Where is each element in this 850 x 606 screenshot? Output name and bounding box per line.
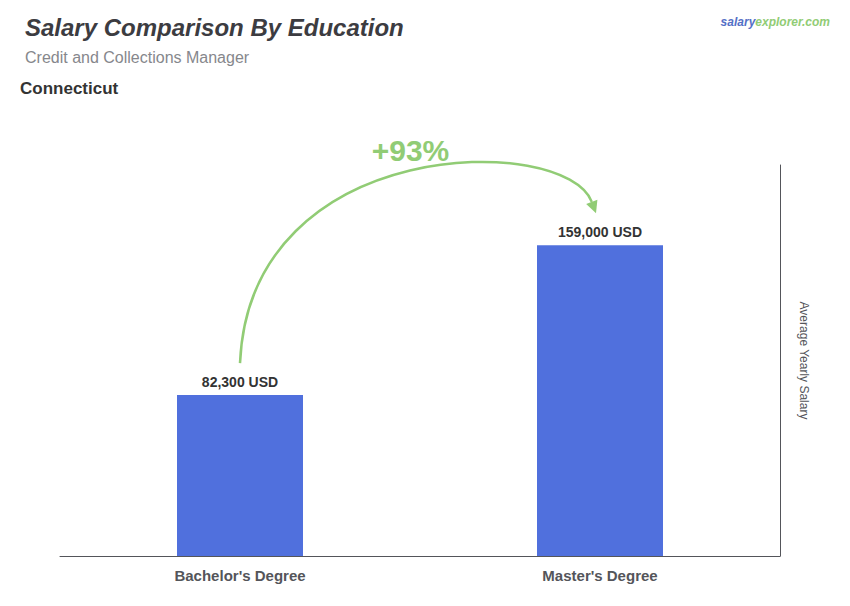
- svg-text:explorer.com: explorer.com: [755, 15, 830, 29]
- svg-text:+93%: +93%: [372, 134, 450, 167]
- svg-text:Master's Degree: Master's Degree: [542, 567, 657, 584]
- svg-text:salary: salary: [721, 15, 757, 29]
- svg-text:Bachelor's Degree: Bachelor's Degree: [174, 567, 305, 584]
- svg-text:Salary Comparison By Education: Salary Comparison By Education: [25, 14, 404, 41]
- svg-text:82,300 USD: 82,300 USD: [202, 374, 278, 390]
- svg-text:Connecticut: Connecticut: [20, 79, 119, 98]
- svg-text:Average Yearly Salary: Average Yearly Salary: [797, 302, 811, 420]
- svg-text:Credit and Collections Manager: Credit and Collections Manager: [25, 49, 250, 66]
- svg-text:159,000 USD: 159,000 USD: [558, 224, 642, 240]
